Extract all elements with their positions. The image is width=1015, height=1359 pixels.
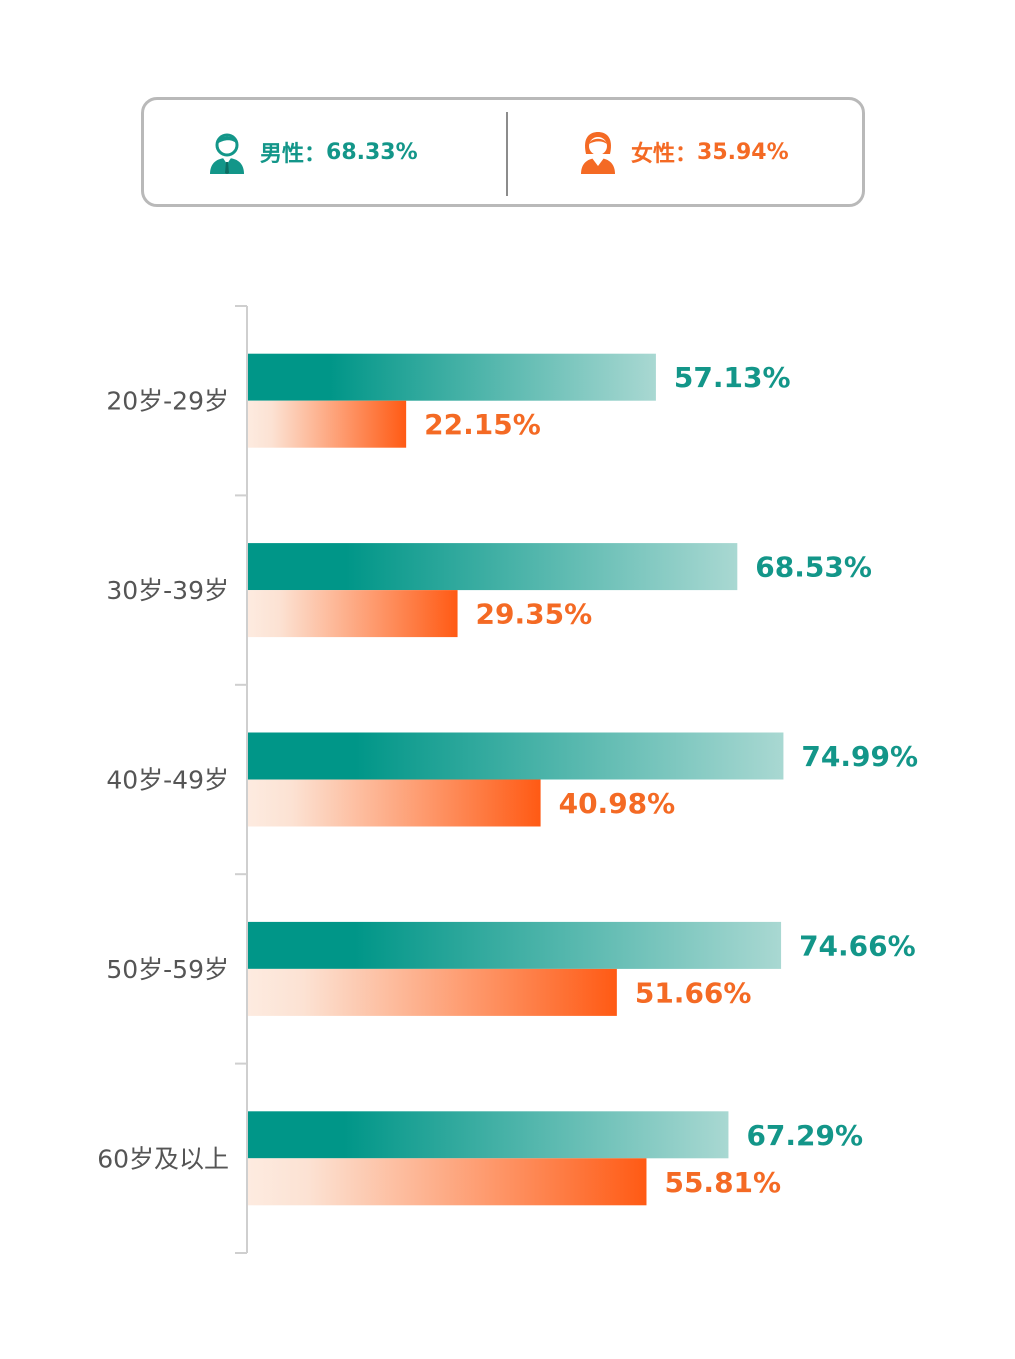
female-bar [248,1158,647,1206]
female-value-label: 22.15% [424,408,541,441]
male-value-label: 67.29% [746,1119,863,1152]
legend-male: 男性： 68.33% [206,100,418,204]
category-label: 40岁-49岁 [106,766,229,795]
male-value-label: 57.13% [674,361,791,394]
category-label: 20岁-29岁 [106,387,229,416]
gender-legend: 男性： 68.33% 女性： 35.94% [141,97,865,207]
female-value-label: 51.66% [635,976,752,1009]
legend-female: 女性： 35.94% [577,100,789,204]
male-bar [248,732,784,780]
legend-male-value: 68.33% [326,139,418,165]
legend-male-label: 男性： [260,142,327,167]
female-value-label: 55.81% [664,1166,781,1199]
category-label: 30岁-39岁 [106,576,229,605]
category-label: 60岁及以上 [97,1144,229,1173]
legend-female-label: 女性： [631,142,698,167]
legend-female-value: 35.94% [697,139,789,165]
male-bar [248,353,656,401]
female-bar [248,400,407,448]
male-bar [248,921,782,969]
category-label: 50岁-59岁 [106,955,229,984]
male-value-label: 68.53% [755,551,872,584]
male-bar [248,543,738,591]
male-bar [248,1111,729,1159]
male-value-label: 74.99% [801,740,918,773]
female-value-label: 29.35% [476,598,593,631]
female-value-label: 40.98% [559,787,676,820]
female-bar [248,590,458,638]
male-value-label: 74.66% [799,929,916,962]
female-user-icon [581,132,615,174]
female-bar [248,779,541,827]
female-bar [248,968,617,1016]
male-user-icon [210,133,244,174]
legend-divider [506,112,508,196]
